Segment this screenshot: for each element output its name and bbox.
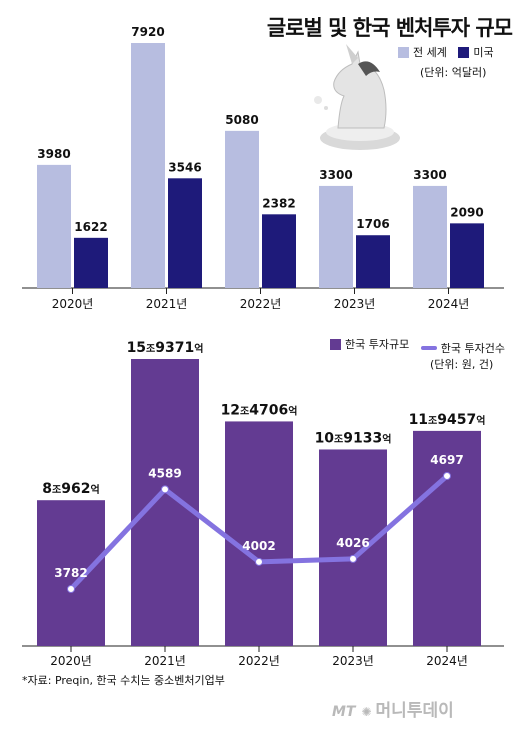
- bar-label-us-2: 2382: [262, 196, 295, 210]
- unit-bottom: (단위: 원, 건): [430, 358, 494, 371]
- point-kr-count-3: [349, 554, 357, 563]
- category-top-3: 2023년: [334, 297, 376, 311]
- unit-top: (단위: 억달러): [420, 66, 487, 79]
- bar-label-world-3: 3300: [319, 168, 352, 182]
- legend-swatch-world: [398, 46, 409, 58]
- bar-kr-size-4: [413, 430, 481, 646]
- point-kr-count-4: [443, 472, 451, 480]
- bar-kr-size-0: [37, 500, 105, 646]
- bar-kr-size-3: [319, 449, 387, 646]
- category-bottom-1: 2021년: [144, 654, 186, 668]
- category-top-1: 2021년: [146, 297, 188, 311]
- category-top-4: 2024년: [428, 297, 470, 311]
- legend-swatch-us: [458, 46, 470, 58]
- point-kr-count-0: [67, 585, 75, 593]
- bar-label-kr-size-1: 15조9371억: [127, 340, 204, 356]
- legend-item-world: 전 세계: [398, 44, 447, 60]
- bar-label-us-3: 1706: [356, 217, 389, 231]
- bar-world-4: [413, 185, 447, 288]
- bar-world-3: [319, 185, 353, 288]
- point-label-kr-count-0: 3782: [54, 566, 87, 580]
- bar-label-kr-size-4: 11조9457억: [409, 412, 486, 428]
- legend-item-kr-size: 한국 투자규모: [330, 336, 409, 352]
- legend-label-kr-count: 한국 투자건수: [440, 341, 505, 355]
- bar-world-0: [37, 164, 71, 288]
- source-note: *자료: Preqin, 한국 수치는 중소벤처기업부: [22, 674, 225, 687]
- bar-world-2: [225, 130, 259, 288]
- category-bottom-0: 2020년: [50, 654, 92, 668]
- bar-label-kr-size-3: 10조9133억: [315, 430, 392, 446]
- bar-label-kr-size-0: 8조962억: [42, 481, 99, 497]
- chart-title: 글로벌 및 한국 벤처투자 규모: [266, 16, 513, 40]
- point-label-kr-count-1: 4589: [148, 466, 181, 480]
- legend-top: 전 세계 미국: [390, 44, 494, 61]
- bar-us-1: [168, 178, 202, 288]
- legend-label-us: 미국: [473, 46, 494, 59]
- brand-star-icon: ✺: [361, 705, 372, 719]
- category-bottom-4: 2024년: [426, 654, 468, 668]
- legend-swatch-kr-count: [420, 345, 437, 350]
- bar-label-world-0: 3980: [37, 147, 70, 161]
- bar-us-0: [74, 237, 108, 288]
- bar-us-2: [262, 214, 296, 288]
- point-kr-count-1: [161, 485, 169, 494]
- unicorn-chess-icon: [314, 44, 400, 150]
- point-kr-count-2: [255, 557, 263, 566]
- category-bottom-3: 2023년: [332, 654, 374, 668]
- brand-name: 머니투데이: [375, 701, 454, 721]
- bar-kr-size-2: [225, 421, 293, 646]
- brand-logo: MT ✺ 머니투데이: [332, 696, 454, 721]
- bar-us-4: [450, 223, 484, 288]
- bar-label-us-1: 3546: [168, 160, 201, 174]
- point-label-kr-count-3: 4026: [336, 536, 369, 550]
- bar-us-3: [356, 235, 390, 288]
- legend-swatch-kr-size: [330, 338, 341, 350]
- legend-label-kr-size: 한국 투자규모: [345, 338, 410, 351]
- bar-kr-size-1: [131, 359, 199, 646]
- category-top-0: 2020년: [52, 297, 94, 311]
- bar-label-world-1: 7920: [131, 25, 164, 39]
- point-label-kr-count-2: 4002: [242, 539, 275, 553]
- legend-label-world: 전 세계: [413, 46, 447, 59]
- bar-label-kr-size-2: 12조4706억: [221, 402, 298, 418]
- bar-label-us-0: 1622: [74, 220, 107, 234]
- legend-item-kr-count: 한국 투자건수: [420, 340, 505, 356]
- legend-bottom: 한국 투자규모 한국 투자건수: [322, 336, 505, 356]
- bar-world-1: [131, 43, 165, 288]
- bar-label-world-4: 3300: [413, 168, 446, 182]
- brand-mt: MT: [332, 704, 356, 720]
- legend-item-us: 미국: [458, 44, 494, 60]
- category-bottom-2: 2022년: [238, 654, 280, 668]
- point-label-kr-count-4: 4697: [430, 453, 463, 467]
- bar-label-us-4: 2090: [450, 205, 483, 219]
- bar-label-world-2: 5080: [225, 113, 258, 127]
- category-top-2: 2022년: [240, 297, 282, 311]
